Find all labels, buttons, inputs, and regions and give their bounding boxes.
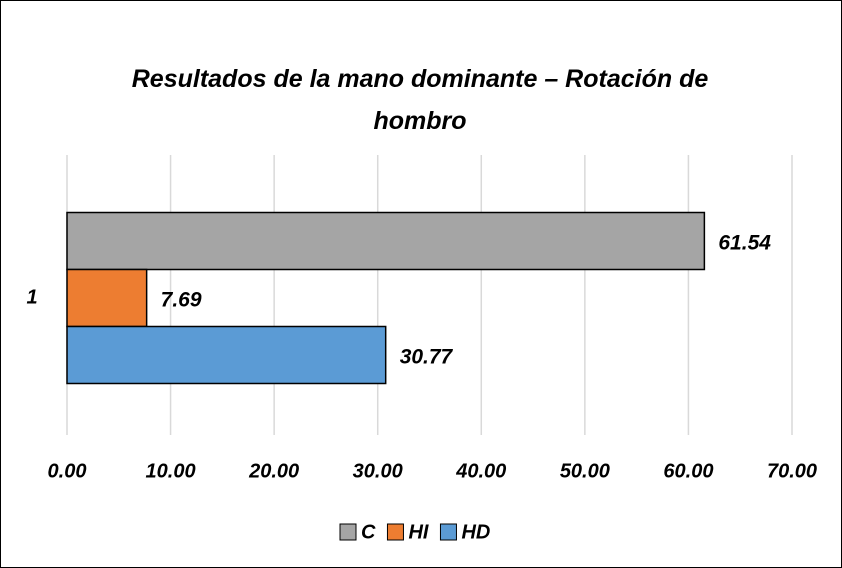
- legend-swatch: [386, 523, 404, 541]
- data-label: 7.69: [161, 289, 202, 312]
- x-tick-label: 0.00: [48, 460, 87, 482]
- legend-label: HD: [461, 521, 490, 543]
- x-tick-label: 70.00: [767, 460, 817, 482]
- x-tick-label: 50.00: [560, 460, 610, 482]
- x-tick-label: 60.00: [663, 460, 713, 482]
- x-tick-label: 20.00: [248, 460, 299, 482]
- bar: [66, 325, 387, 385]
- bar: [66, 268, 148, 328]
- bar: [66, 211, 706, 271]
- data-label: 61.54: [718, 232, 771, 255]
- x-tick-label: 10.00: [146, 460, 196, 482]
- chart-title: Resultados de la mano dominante – Rotaci…: [131, 65, 709, 135]
- legend-label: C: [361, 521, 376, 543]
- legend-label: HI: [408, 521, 428, 543]
- x-tick-label: 30.00: [353, 460, 403, 482]
- data-label: 30.77: [400, 346, 454, 369]
- legend-swatch: [439, 523, 457, 541]
- x-tick-label: 40.00: [455, 460, 506, 482]
- legend-swatch: [339, 523, 357, 541]
- y-tick-label: 1: [26, 286, 37, 308]
